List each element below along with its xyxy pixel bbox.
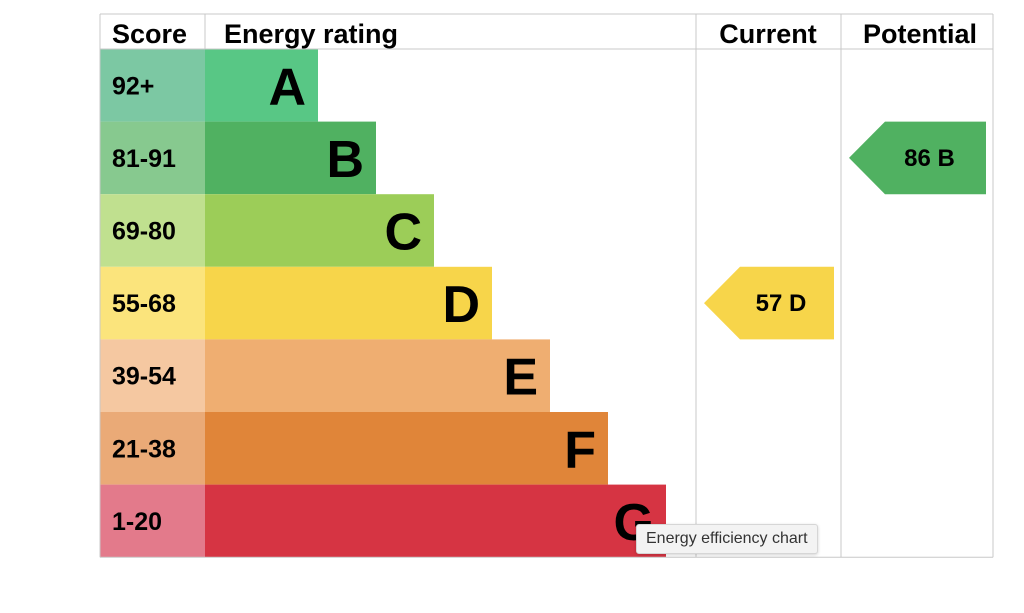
score-cell-c — [100, 194, 205, 267]
score-cell-f — [100, 412, 205, 485]
rating-letter-b: B — [326, 131, 364, 189]
rating-bar-b — [205, 121, 376, 195]
rating-bands: 92+ A81-91 B69-80 C55-68 D39-54 E21-38 F1-20 G — [100, 49, 666, 558]
table-grid — [99, 13, 994, 558]
potential-arrow — [849, 121, 986, 195]
score-cell-b — [100, 121, 205, 195]
score-label-b: 81-91 — [112, 145, 176, 173]
score-label-d: 55-68 — [112, 290, 176, 318]
rating-bar-e — [205, 339, 550, 412]
rating-letter-c: C — [384, 204, 422, 262]
score-cell-a — [100, 49, 205, 122]
rating-arrows: 57 D 86 B — [704, 121, 986, 340]
score-label-a: 92+ — [112, 72, 154, 100]
rating-letter-f: F — [564, 421, 596, 479]
rating-bar-g — [205, 484, 666, 558]
rating-letter-e: E — [503, 349, 538, 407]
rating-bar-d — [205, 266, 492, 340]
rating-letter-a: A — [268, 58, 306, 116]
score-cell-e — [100, 339, 205, 412]
current-rating-label: 57 D — [756, 290, 807, 317]
score-label-f: 21-38 — [112, 435, 176, 463]
header-score: Score — [112, 19, 187, 49]
score-cell-d — [100, 266, 205, 340]
rating-letter-d: D — [442, 276, 480, 334]
potential-rating-label: 86 B — [904, 145, 955, 172]
rating-bar-c — [205, 194, 434, 267]
rating-bar-a — [205, 49, 318, 122]
score-label-e: 39-54 — [112, 363, 176, 391]
header-energy-rating: Energy rating — [224, 19, 398, 49]
score-label-g: 1-20 — [112, 508, 162, 536]
score-label-c: 69-80 — [112, 218, 176, 246]
current-arrow — [704, 266, 834, 340]
rating-bar-f — [205, 412, 608, 485]
chart-tooltip: Energy efficiency chart — [636, 524, 818, 554]
table-headers: Score Energy rating Current Potential — [112, 19, 977, 49]
header-current: Current — [719, 19, 817, 49]
score-cell-g — [100, 484, 205, 558]
header-potential: Potential — [863, 19, 977, 49]
